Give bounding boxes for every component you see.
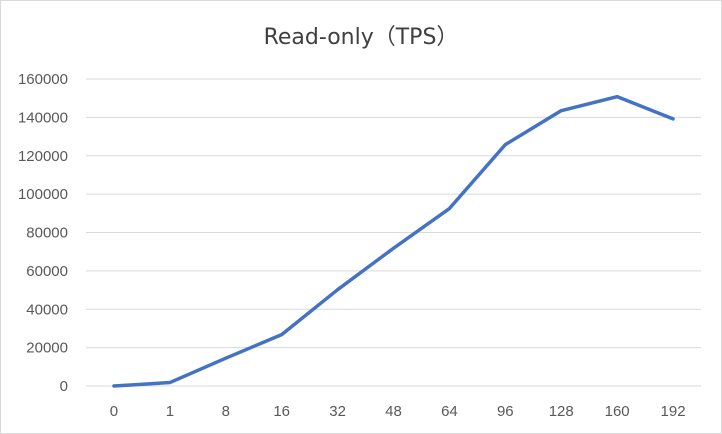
series-line: [112, 94, 675, 388]
x-tick-label: 192: [661, 403, 686, 420]
y-tick-label: 120000: [18, 148, 68, 165]
y-tick-label: 20000: [26, 340, 68, 357]
gridlines: [86, 78, 701, 387]
x-axis-ticks: 0 1 8 16 32 48 64 96 128 160 192: [110, 403, 686, 420]
x-tick-label: 32: [329, 403, 346, 420]
x-tick-label: 48: [385, 403, 402, 420]
series-layer: [112, 94, 675, 388]
x-tick-label: 8: [222, 403, 230, 420]
x-tick-label: 160: [605, 403, 630, 420]
y-tick-label: 60000: [26, 263, 68, 280]
x-tick-label: 0: [110, 403, 118, 420]
y-tick-label: 100000: [18, 186, 68, 203]
x-tick-label: 128: [549, 403, 574, 420]
y-tick-label: 40000: [26, 301, 68, 318]
x-tick-label: 16: [273, 403, 290, 420]
y-tick-label: 160000: [18, 71, 68, 88]
y-axis-ticks: 0 20000 40000 60000 80000 100000 120000 140000 1…: [18, 71, 68, 395]
y-tick-label: 80000: [26, 225, 68, 242]
y-tick-label: 0: [60, 378, 68, 395]
y-tick-label: 140000: [18, 109, 68, 126]
x-tick-label: 1: [166, 403, 174, 420]
x-tick-label: 96: [497, 403, 514, 420]
x-tick-label: 64: [441, 403, 458, 420]
chart-title: Read-only（TPS）: [263, 25, 459, 50]
